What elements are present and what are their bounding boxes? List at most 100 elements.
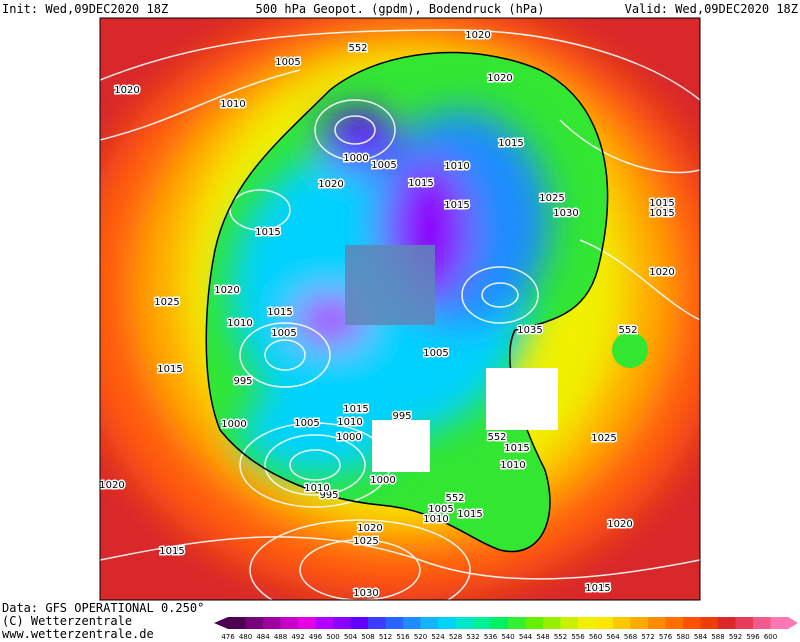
colorbar-label: 488 [274,633,287,641]
isobar-label: 1010 [304,483,329,494]
colorbar-swatch [298,617,316,629]
isobar-label: 1010 [337,417,362,428]
isobar-label: 1010 [423,514,448,525]
isobar-label: 1020 [487,73,512,84]
isobar-label: 1015 [159,546,184,557]
colorbar-label: 508 [361,633,374,641]
isobar-label: 552 [487,432,506,443]
isobar-label: 1015 [585,583,610,594]
isobar-label: 1020 [318,179,343,190]
isobar-label: 1005 [275,57,300,68]
isobar-label: 1000 [336,432,361,443]
colorbar-label: 556 [571,633,585,641]
isobar-label: 1015 [343,404,368,415]
valid-time: Valid: Wed,09DEC2020 18Z [625,2,798,16]
isobar-label: 1000 [221,419,246,430]
colorbar-label: 492 [291,633,304,641]
isobar-label: 1020 [214,285,239,296]
colorbar-label: 516 [396,633,410,641]
colorbar-label: 564 [606,633,620,641]
colorbar-swatch [718,617,736,629]
isobar-label: 995 [392,411,411,422]
isobar-label: 1020 [114,85,139,96]
colorbar-label: 548 [536,633,549,641]
colorbar-swatch [455,617,474,629]
colorbar-swatch [665,617,684,629]
colorbar-swatch [280,617,299,629]
map-title: 500 hPa Geopot. (gpdm), Bodendruck (hPa) [256,2,545,16]
isobar-label: 1005 [428,504,453,515]
colorbar-label: 536 [484,633,498,641]
isobar-label: 1000 [343,153,368,164]
isobar-label: 1020 [357,523,382,534]
colorbar-swatch [735,617,754,629]
isobar-label: 1015 [408,178,433,189]
isobar-label: 1010 [220,99,245,110]
colorbar-label: 532 [466,633,479,641]
isobar-label: 1015 [444,200,469,211]
colorbar-swatch [315,617,334,629]
colorbar-swatch [333,617,351,629]
copyright: (C) Wetterzentrale [2,614,132,628]
colorbar-label: 560 [589,633,602,641]
isobar-label: 1025 [591,433,616,444]
isobar-label: 1020 [607,519,632,530]
isobar-label: 995 [233,376,252,387]
isobar-label: 1010 [227,318,252,329]
isobar-label: 1020 [99,480,124,491]
isobar-label: 1025 [154,297,179,308]
isobar-label: 1015 [649,208,674,219]
data-source: Data: GFS OPERATIONAL 0.250° [2,601,204,615]
colorbar-swatch [228,617,246,629]
colorbar-label: 504 [344,633,358,641]
colorbar-swatch [700,617,719,629]
colorbar-swatch [385,617,404,629]
isobar-label: 1015 [255,227,280,238]
isobar-label: 1015 [498,138,523,149]
colorbar-swatch [420,617,439,629]
colorbar-label: 580 [676,633,689,641]
isobar-label: 1020 [649,267,674,278]
colorbar-label: 528 [449,633,462,641]
colorbar-swatch [263,617,281,629]
isobar-label: 1015 [504,443,529,454]
colorbar-label: 540 [501,633,514,641]
colorbar-swatch [350,617,369,629]
isobar-label: 1000 [370,475,395,486]
colorbar-label: 512 [379,633,392,641]
isobar-label: 1025 [539,193,564,204]
colorbar-label: 500 [326,633,339,641]
isobar-label: 1015 [157,364,182,375]
colorbar-swatch [648,617,666,629]
colorbar-swatch [525,617,544,629]
colorbar-swatch [753,617,771,629]
colorbar-right-tip [788,617,798,629]
colorbar-swatch [560,617,579,629]
colorbar-swatch [683,617,701,629]
isobar-label: 1005 [271,328,296,339]
isobar-label: 1005 [294,418,319,429]
isobar-label: 1030 [553,208,578,219]
isobar-label: 1025 [353,536,378,547]
colorbar-label: 568 [624,633,637,641]
isobar-label: 552 [445,493,464,504]
isobar-label: 995 [319,490,338,501]
colorbar-label: 588 [711,633,724,641]
colorbar-swatch [613,617,631,629]
colorbar-swatch [578,617,596,629]
colorbar-label: 484 [256,633,270,641]
isobar-label: 1035 [517,325,542,336]
colorbar-swatch [508,617,526,629]
isobar-label: 1005 [371,160,396,171]
colorbar-label: 572 [641,633,654,641]
isobar-label: 1015 [457,509,482,520]
colorbar-swatch [630,617,649,629]
colorbar-swatch [770,617,789,629]
colorbar-swatch [438,617,456,629]
colorbar-swatch [368,617,386,629]
colorbar-label: 576 [659,633,673,641]
isobar-label: 1005 [423,348,448,359]
colorbar-label: 480 [239,633,252,641]
